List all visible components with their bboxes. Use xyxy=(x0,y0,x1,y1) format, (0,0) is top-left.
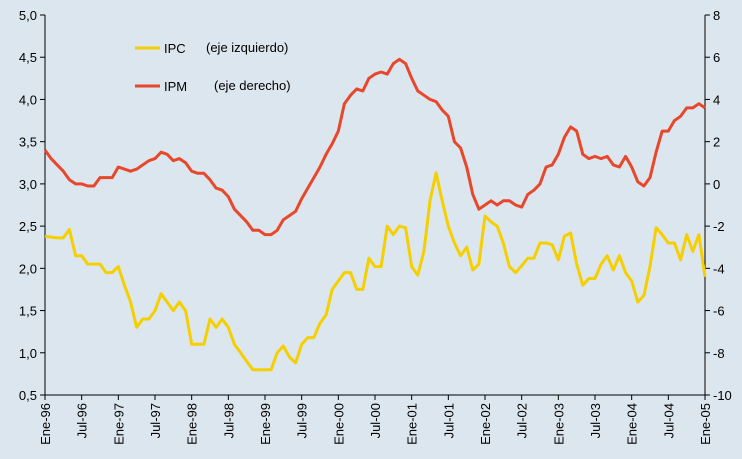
y-tick-label: 5,0 xyxy=(19,8,37,23)
y-tick-label: 2,0 xyxy=(19,261,37,276)
x-tick-label: Ene-99 xyxy=(258,403,273,445)
x-tick-label: Jul-04 xyxy=(661,403,676,438)
y2-tick-label: -4 xyxy=(713,261,725,276)
y-tick-label: 4,5 xyxy=(19,50,37,65)
y2-tick-label: 2 xyxy=(713,135,720,150)
y-tick-label: 0,5 xyxy=(19,388,37,403)
y-tick-label: 4,0 xyxy=(19,92,37,107)
y2-tick-label: -10 xyxy=(713,388,732,403)
y-tick-label: 3,5 xyxy=(19,135,37,150)
legend-label: IPC xyxy=(164,41,186,56)
y-tick-label: 1,5 xyxy=(19,304,37,319)
y-tick-label: 2,5 xyxy=(19,219,37,234)
x-tick-label: Jul-96 xyxy=(75,403,90,438)
legend-label: IPM xyxy=(164,79,187,94)
y2-tick-label: 8 xyxy=(713,8,720,23)
y2-tick-label: 4 xyxy=(713,92,720,107)
series-line xyxy=(43,57,706,237)
y2-tick-label: -2 xyxy=(713,219,725,234)
x-tick-label: Ene-98 xyxy=(185,403,200,445)
series-line xyxy=(44,171,707,372)
x-tick-label: Ene-03 xyxy=(551,403,566,445)
y2-tick-label: 0 xyxy=(713,177,720,192)
x-tick-label: Ene-01 xyxy=(405,403,420,445)
y2-tick-label: -6 xyxy=(713,304,725,319)
x-tick-label: Ene-96 xyxy=(38,403,53,445)
x-tick-label: Jul-99 xyxy=(295,403,310,438)
y2-tick-label: 6 xyxy=(713,50,720,65)
y2-tick-label: -8 xyxy=(713,346,725,361)
x-tick-label: Ene-05 xyxy=(698,403,713,445)
x-tick-label: Ene-04 xyxy=(625,403,640,445)
x-tick-label: Jul-97 xyxy=(148,403,163,438)
x-tick-label: Jul-03 xyxy=(588,403,603,438)
x-tick-label: Ene-97 xyxy=(111,403,126,445)
x-tick-label: Ene-00 xyxy=(331,403,346,445)
x-tick-label: Jul-02 xyxy=(515,403,530,438)
x-tick-label: Ene-02 xyxy=(478,403,493,445)
y-tick-label: 3,0 xyxy=(19,177,37,192)
x-tick-label: Jul-01 xyxy=(441,403,456,438)
y-tick-label: 1,0 xyxy=(19,346,37,361)
legend-note: (eje izquierdo) xyxy=(206,40,288,55)
x-tick-label: Jul-00 xyxy=(368,403,383,438)
x-tick-label: Jul-98 xyxy=(221,403,236,438)
legend-note: (eje derecho) xyxy=(214,78,291,93)
